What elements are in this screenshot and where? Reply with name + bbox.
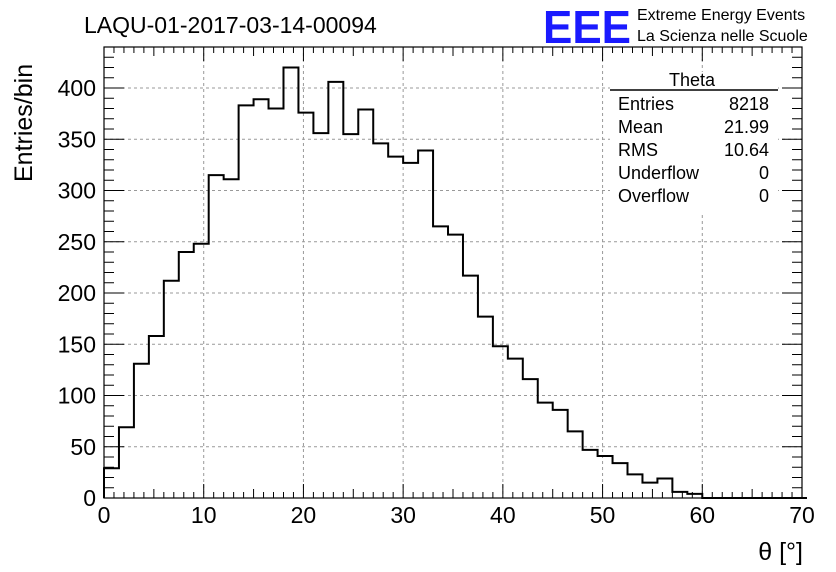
stats-label: Underflow [618, 163, 700, 183]
y-tick-label: 200 [58, 280, 96, 306]
stats-box-title: Theta [669, 70, 716, 90]
x-tick-label: 0 [98, 502, 111, 528]
grid-lines [104, 47, 802, 498]
stats-label: Mean [618, 117, 663, 137]
y-tick-label: 50 [70, 434, 96, 460]
eee-logo: EEE Extreme Energy Events La Scienza nel… [543, 1, 808, 53]
y-tick-label: 300 [58, 178, 96, 204]
stats-box-background [610, 72, 778, 212]
y-axis-label: Entries/bin [10, 64, 38, 182]
stats-value: 10.64 [724, 140, 769, 160]
x-tick-label: 20 [291, 502, 317, 528]
y-tick-label: 0 [83, 485, 96, 511]
stats-value: 0 [759, 186, 769, 206]
x-tick-labels: 0 10 20 30 40 50 60 70 [98, 502, 815, 528]
stats-value: 21.99 [724, 117, 769, 137]
stats-box: Theta Entries 8218 Mean 21.99 RMS 10.64 Underf… [610, 70, 778, 212]
x-axis-label: θ [°] [758, 538, 803, 566]
logo-line-1: Extreme Energy Events [637, 7, 805, 24]
y-tick-label: 100 [58, 383, 96, 409]
x-tick-label: 30 [390, 502, 416, 528]
y-tick-label: 250 [58, 229, 96, 255]
logo-line-2: La Scienza nelle Scuole [637, 28, 808, 45]
y-tick-label: 350 [58, 126, 96, 152]
x-tick-label: 50 [590, 502, 616, 528]
x-tick-label: 40 [490, 502, 516, 528]
stats-label: Overflow [618, 186, 690, 206]
x-tick-label: 10 [191, 502, 217, 528]
stats-rows: Entries 8218 Mean 21.99 RMS 10.64 Underflow 0 Ov… [618, 94, 769, 206]
eee-logo-mark: EEE [543, 1, 631, 53]
y-tick-labels: 0 50 100 150 200 250 300 350 400 [58, 75, 96, 511]
stats-label: RMS [618, 140, 658, 160]
x-tick-label: 60 [689, 502, 715, 528]
axis-ticks [103, 46, 803, 499]
y-tick-label: 150 [58, 331, 96, 357]
x-tick-label: 70 [789, 502, 815, 528]
stats-label: Entries [618, 94, 674, 114]
histogram-outline [103, 66, 807, 499]
stats-value: 8218 [729, 94, 769, 114]
y-tick-label: 400 [58, 75, 96, 101]
stats-value: 0 [759, 163, 769, 183]
chart-title: LAQU-01-2017-03-14-00094 [84, 12, 377, 38]
